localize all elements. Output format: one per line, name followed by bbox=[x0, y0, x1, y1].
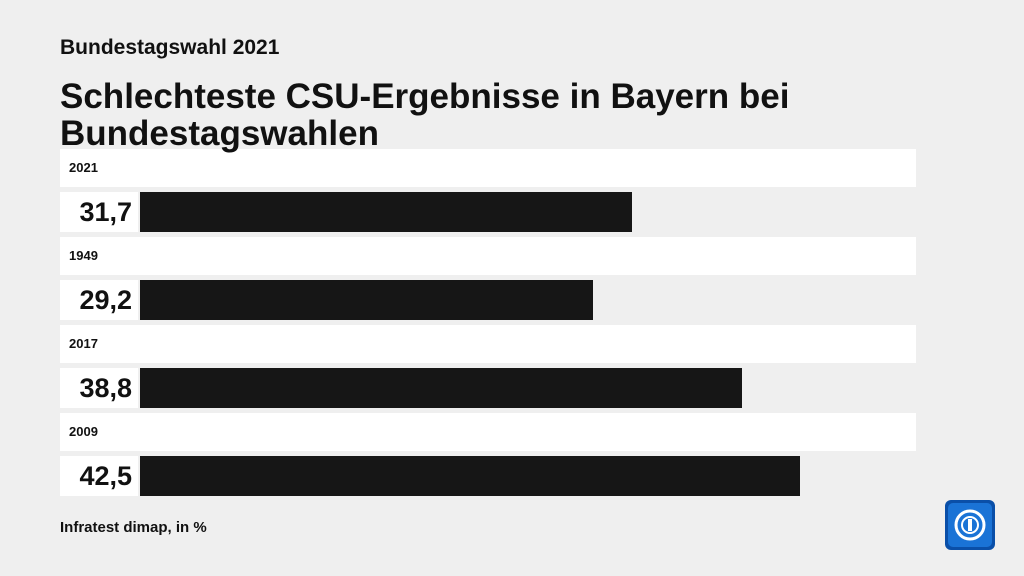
category-label: 2017 bbox=[69, 336, 98, 351]
logo-ring bbox=[954, 509, 986, 541]
bar bbox=[140, 280, 594, 320]
category-label: 2021 bbox=[69, 160, 98, 175]
category-row bbox=[60, 325, 916, 363]
logo bbox=[945, 500, 995, 550]
category-row bbox=[60, 149, 916, 187]
logo-one bbox=[968, 519, 972, 531]
value-label: 29,2 bbox=[79, 285, 132, 315]
logo-inner-ring bbox=[961, 516, 979, 534]
value-box bbox=[60, 192, 138, 232]
value-box bbox=[60, 456, 138, 496]
source-note: Infratest dimap, in % bbox=[60, 519, 207, 536]
category-label: 2009 bbox=[69, 424, 98, 439]
bar bbox=[140, 368, 743, 408]
value-label: 31,7 bbox=[79, 197, 132, 227]
value-label: 42,5 bbox=[79, 461, 132, 491]
category-row bbox=[60, 237, 916, 275]
value-box bbox=[60, 368, 138, 408]
category-row bbox=[60, 413, 916, 451]
subtitle: Bundestagswahl 2021 bbox=[60, 36, 280, 59]
value-label: 38,8 bbox=[79, 373, 132, 403]
chart-title: Schlechteste CSU-Ergebnisse in Bayern be… bbox=[60, 77, 790, 153]
value-box bbox=[60, 280, 138, 320]
bar bbox=[140, 192, 632, 232]
bar bbox=[140, 456, 800, 496]
category-label: 1949 bbox=[69, 248, 98, 263]
